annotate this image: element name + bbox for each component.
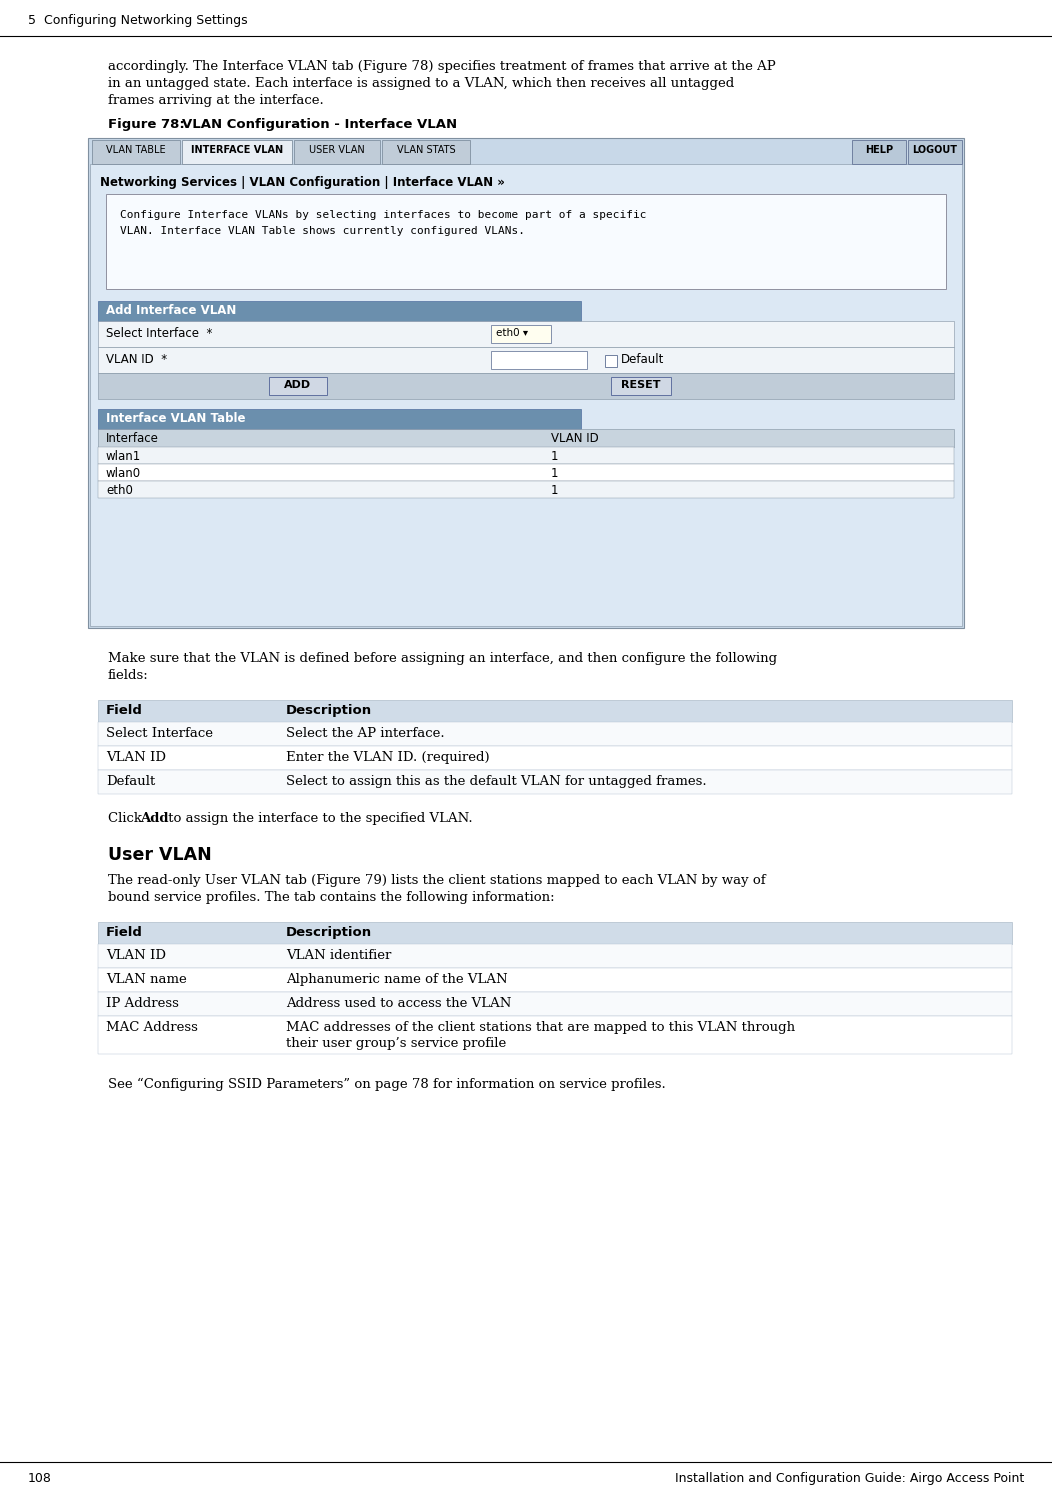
- Bar: [92, 140, 180, 164]
- Text: VLAN Configuration - Interface VLAN: VLAN Configuration - Interface VLAN: [182, 118, 458, 131]
- Text: 1: 1: [551, 483, 559, 497]
- Text: wlan0: wlan0: [106, 467, 141, 480]
- Text: 1: 1: [551, 451, 559, 463]
- Text: Description: Description: [286, 927, 372, 938]
- Text: RESET: RESET: [622, 380, 661, 389]
- Text: to assign the interface to the specified VLAN.: to assign the interface to the specified…: [164, 812, 472, 825]
- Bar: [98, 1016, 1012, 1053]
- Bar: [98, 480, 954, 498]
- Text: Configure Interface VLANs by selecting interfaces to become part of a specific: Configure Interface VLANs by selecting i…: [120, 210, 647, 219]
- Bar: [294, 140, 380, 164]
- Bar: [98, 373, 954, 398]
- Text: Address used to access the VLAN: Address used to access the VLAN: [286, 997, 511, 1010]
- Text: Select Interface: Select Interface: [106, 727, 213, 740]
- Bar: [98, 464, 954, 480]
- Bar: [98, 700, 1012, 722]
- Text: fields:: fields:: [108, 668, 148, 682]
- Text: ADD: ADD: [284, 380, 311, 389]
- Text: Figure 78:: Figure 78:: [108, 118, 185, 131]
- Bar: [98, 348, 954, 373]
- Text: Description: Description: [286, 704, 372, 718]
- Text: Default: Default: [106, 774, 156, 788]
- Bar: [382, 140, 470, 164]
- Bar: [491, 351, 587, 369]
- Text: Alphanumeric name of the VLAN: Alphanumeric name of the VLAN: [286, 973, 508, 986]
- Bar: [98, 968, 1012, 992]
- Bar: [98, 992, 1012, 1016]
- Text: IP Address: IP Address: [106, 997, 179, 1010]
- Bar: [98, 922, 1012, 944]
- Text: in an untagged state. Each interface is assigned to a VLAN, which then receives : in an untagged state. Each interface is …: [108, 78, 734, 90]
- Bar: [98, 944, 1012, 968]
- Bar: [98, 770, 1012, 794]
- Bar: [182, 140, 292, 164]
- Text: Select to assign this as the default VLAN for untagged frames.: Select to assign this as the default VLA…: [286, 774, 707, 788]
- Text: Field: Field: [106, 927, 143, 938]
- Bar: [98, 746, 1012, 770]
- Text: Select Interface  *: Select Interface *: [106, 327, 213, 340]
- Text: Add: Add: [140, 812, 168, 825]
- Text: VLAN ID: VLAN ID: [106, 750, 166, 764]
- Text: accordingly. The Interface VLAN tab (Figure 78) specifies treatment of frames th: accordingly. The Interface VLAN tab (Fig…: [108, 60, 775, 73]
- Bar: [611, 377, 671, 395]
- Text: Select the AP interface.: Select the AP interface.: [286, 727, 445, 740]
- Text: 108: 108: [28, 1473, 52, 1485]
- Bar: [88, 137, 964, 628]
- Bar: [491, 325, 551, 343]
- Text: wlan1: wlan1: [106, 451, 141, 463]
- Text: VLAN TABLE: VLAN TABLE: [106, 145, 166, 155]
- Bar: [106, 194, 946, 289]
- Text: 1: 1: [551, 467, 559, 480]
- Text: their user group’s service profile: their user group’s service profile: [286, 1037, 506, 1050]
- Text: VLAN ID: VLAN ID: [106, 949, 166, 962]
- Text: VLAN ID: VLAN ID: [551, 433, 599, 445]
- Bar: [90, 164, 962, 627]
- Bar: [98, 321, 954, 348]
- Text: Interface: Interface: [106, 433, 159, 445]
- Text: VLAN STATS: VLAN STATS: [397, 145, 456, 155]
- Bar: [852, 140, 906, 164]
- Text: Interface VLAN Table: Interface VLAN Table: [106, 412, 245, 425]
- Bar: [98, 430, 954, 448]
- Text: LOGOUT: LOGOUT: [912, 145, 957, 155]
- Text: VLAN identifier: VLAN identifier: [286, 949, 391, 962]
- Bar: [98, 409, 581, 430]
- Text: Add Interface VLAN: Add Interface VLAN: [106, 304, 237, 316]
- Text: 5  Configuring Networking Settings: 5 Configuring Networking Settings: [28, 13, 247, 27]
- Bar: [98, 448, 954, 464]
- Text: VLAN ID  *: VLAN ID *: [106, 354, 167, 366]
- Text: HELP: HELP: [865, 145, 893, 155]
- Bar: [98, 722, 1012, 746]
- Text: Networking Services | VLAN Configuration | Interface VLAN »: Networking Services | VLAN Configuration…: [100, 176, 505, 189]
- Text: Enter the VLAN ID. (required): Enter the VLAN ID. (required): [286, 750, 489, 764]
- Text: MAC addresses of the client stations that are mapped to this VLAN through: MAC addresses of the client stations tha…: [286, 1021, 795, 1034]
- Text: eth0 ▾: eth0 ▾: [495, 328, 528, 339]
- Text: Click: Click: [108, 812, 146, 825]
- Bar: [269, 377, 327, 395]
- Text: See “Configuring SSID Parameters” on page 78 for information on service profiles: See “Configuring SSID Parameters” on pag…: [108, 1079, 666, 1091]
- Text: INTERFACE VLAN: INTERFACE VLAN: [190, 145, 283, 155]
- Text: MAC Address: MAC Address: [106, 1021, 198, 1034]
- Text: VLAN. Interface VLAN Table shows currently configured VLANs.: VLAN. Interface VLAN Table shows current…: [120, 225, 525, 236]
- Text: eth0: eth0: [106, 483, 133, 497]
- Text: The read-only User VLAN tab (Figure 79) lists the client stations mapped to each: The read-only User VLAN tab (Figure 79) …: [108, 874, 766, 888]
- Text: Field: Field: [106, 704, 143, 718]
- Text: Make sure that the VLAN is defined before assigning an interface, and then confi: Make sure that the VLAN is defined befor…: [108, 652, 777, 665]
- Text: User VLAN: User VLAN: [108, 846, 211, 864]
- Text: USER VLAN: USER VLAN: [309, 145, 365, 155]
- Bar: [908, 140, 962, 164]
- Bar: [98, 301, 581, 321]
- Text: Default: Default: [621, 354, 665, 366]
- Text: Installation and Configuration Guide: Airgo Access Point: Installation and Configuration Guide: Ai…: [674, 1473, 1024, 1485]
- Text: VLAN name: VLAN name: [106, 973, 187, 986]
- Text: bound service profiles. The tab contains the following information:: bound service profiles. The tab contains…: [108, 891, 554, 904]
- Bar: [605, 355, 618, 367]
- Text: frames arriving at the interface.: frames arriving at the interface.: [108, 94, 324, 107]
